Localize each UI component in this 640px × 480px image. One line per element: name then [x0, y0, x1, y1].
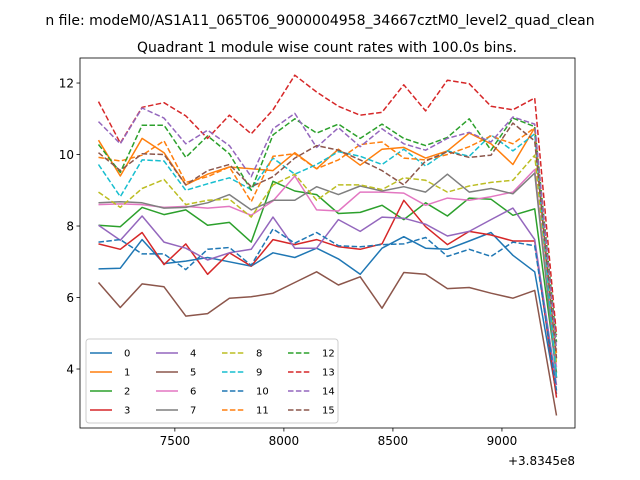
y-tick-label: 10	[59, 148, 74, 162]
legend-label-5: 5	[190, 368, 196, 379]
series-line-10	[98, 228, 558, 391]
y-tick-label: 4	[66, 363, 74, 377]
series-line-7	[98, 172, 558, 379]
legend-label-3: 3	[124, 406, 130, 417]
series-line-8	[98, 154, 558, 364]
series-line-15	[98, 122, 558, 359]
x-tick-label: 8000	[269, 434, 300, 448]
series-line-12	[97, 117, 558, 343]
series-line-5	[97, 271, 558, 416]
series-line-9	[97, 133, 558, 379]
legend-label-0: 0	[124, 349, 130, 360]
legend-label-15: 15	[322, 406, 335, 417]
x-tick-label: 8500	[378, 434, 409, 448]
chart-title: Quadrant 1 module wise count rates with …	[137, 40, 517, 56]
y-tick-label: 12	[59, 77, 74, 91]
legend-label-11: 11	[256, 406, 269, 417]
x-axis-offset-label: +3.8345e8	[508, 454, 575, 468]
series-line-3	[98, 199, 558, 398]
legend-label-9: 9	[256, 368, 262, 379]
legend-frame	[85, 338, 339, 424]
series-line-14	[97, 107, 558, 350]
y-tick-label: 6	[66, 291, 74, 305]
x-tick-label: 7500	[160, 434, 191, 448]
legend-label-7: 7	[190, 406, 196, 417]
series-line-13	[97, 74, 558, 336]
legend-label-8: 8	[256, 349, 262, 360]
legend-label-14: 14	[322, 387, 335, 398]
series-line-6	[98, 168, 558, 368]
series-line-4	[98, 207, 558, 386]
series-group	[97, 74, 558, 416]
legend-label-4: 4	[190, 349, 196, 360]
legend-label-6: 6	[190, 387, 196, 398]
y-axis: 4 6 8 10 12	[59, 77, 80, 377]
legend-label-10: 10	[256, 387, 269, 398]
y-tick-label: 8	[66, 220, 74, 234]
x-axis: 7500 8000 8500 9000	[160, 428, 518, 448]
plot-frame	[79, 57, 576, 429]
series-line-11	[98, 126, 558, 353]
legend-label-13: 13	[322, 368, 335, 379]
figure-suptitle: n file: modeM0/AS1A11_065T06_9000004958_…	[45, 13, 594, 29]
legend-label-2: 2	[124, 387, 130, 398]
x-tick-label: 9000	[487, 434, 518, 448]
legend-label-12: 12	[322, 349, 335, 360]
legend-label-1: 1	[124, 368, 130, 379]
